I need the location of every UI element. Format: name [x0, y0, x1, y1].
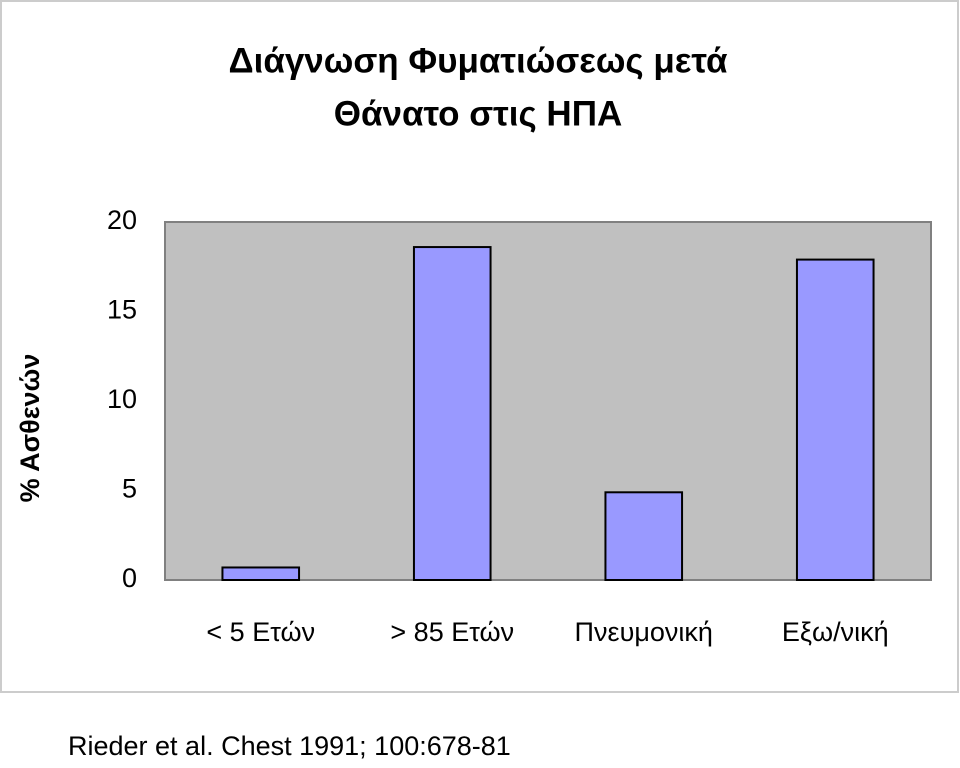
y-tick-label: 0 [122, 563, 137, 593]
y-tick-label: 10 [107, 384, 137, 414]
x-tick-label: < 5 Ετών [206, 617, 315, 647]
bar [412, 246, 492, 581]
y-tick-label: 15 [107, 295, 137, 325]
y-axis-label: % Ασθενών [15, 354, 45, 503]
bar [604, 491, 684, 582]
chart-title: Διάγνωση Φυματιώσεως μετά [228, 41, 728, 80]
source-note: Rieder et al. Chest 1991; 100:678-81 [68, 731, 511, 761]
chart-title: Θάνατο στις ΗΠΑ [334, 94, 623, 133]
bar [795, 258, 875, 581]
y-tick-label: 5 [122, 474, 137, 504]
x-tick-label: Πνευμονική [575, 617, 713, 647]
x-tick-label: > 85 Ετών [390, 617, 514, 647]
bar [221, 566, 301, 581]
y-tick-label: 20 [107, 205, 137, 235]
x-tick-label: Εξω/νική [782, 617, 889, 647]
